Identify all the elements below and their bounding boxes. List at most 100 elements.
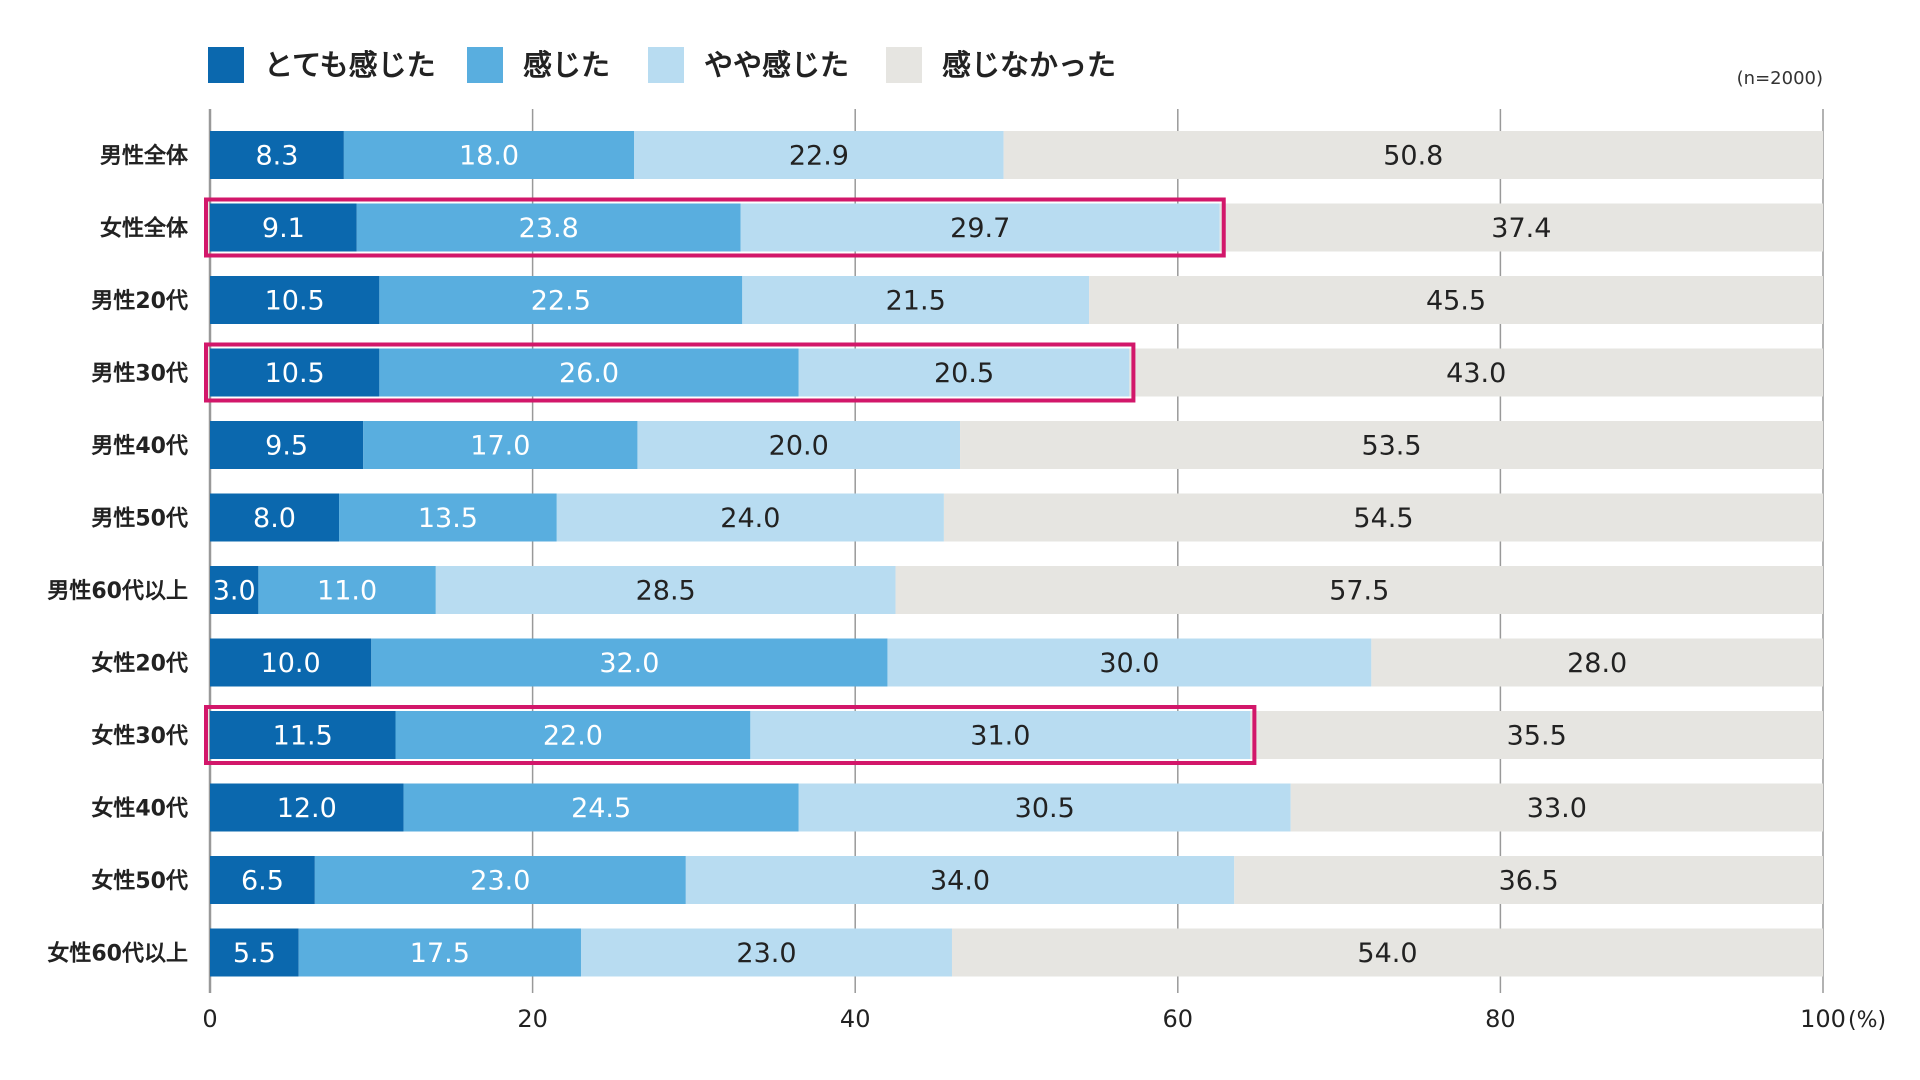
- value-label-2-2: 23.8: [519, 213, 579, 244]
- value-label-12-2: 17.5: [410, 938, 470, 969]
- value-label-9-3: 31.0: [970, 721, 1030, 752]
- value-label-3-4: 45.5: [1426, 286, 1486, 317]
- value-label-12-3: 23.0: [736, 938, 796, 969]
- value-label-2-4: 37.4: [1491, 213, 1551, 244]
- bar-row-8: 10.0 32.0 30.0 28.0: [210, 638, 1823, 687]
- value-label-9-2: 22.0: [543, 721, 603, 752]
- bar-row-2: 9.1 23.8 29.7 37.4: [210, 203, 1823, 252]
- bar-segment-9-4: [1250, 711, 1823, 759]
- x-tick-label-0: 0: [202, 1005, 217, 1033]
- bar-segment-5-3: [637, 421, 961, 469]
- value-label-10-1: 12.0: [277, 793, 337, 824]
- highlight-box-4: [204, 342, 1136, 403]
- bar-segment-11-2: [314, 856, 686, 904]
- x-axis: 0 20 40 60 80 100: [202, 1005, 1846, 1033]
- value-label-5-3: 20.0: [769, 431, 829, 462]
- value-label-11-4: 36.5: [1499, 866, 1559, 897]
- bar-row-11: 6.5 23.0 34.0 36.5: [210, 856, 1823, 904]
- value-label-6-2: 13.5: [418, 503, 478, 534]
- bar-row-4: 10.5 26.0 20.5 43.0: [210, 348, 1823, 397]
- legend-label-3: やや感じた: [704, 48, 849, 82]
- legend-swatch-4: [886, 47, 922, 83]
- legend-label-1: とても感じた: [264, 48, 436, 82]
- legend: とても感じた 感じた やや感じた 感じなかった: [208, 47, 1116, 83]
- bar-segment-8-2: [371, 638, 888, 687]
- value-label-11-1: 6.5: [241, 866, 284, 897]
- bar-segment-6-4: [943, 493, 1823, 542]
- x-tick-label-100: 100: [1800, 1005, 1846, 1033]
- bar-segment-2-1: [210, 203, 357, 252]
- legend-swatch-2: [467, 47, 503, 83]
- highlight-box-9: [204, 705, 1257, 765]
- bar-segment-5-1: [210, 421, 364, 469]
- value-label-4-1: 10.5: [265, 358, 325, 389]
- value-label-8-2: 32.0: [599, 648, 659, 679]
- value-label-11-2: 23.0: [470, 866, 530, 897]
- legend-swatch-3: [648, 47, 684, 83]
- legend-label-4: 感じなかった: [942, 48, 1116, 82]
- category-label-9: 女性30代: [91, 723, 188, 749]
- bar-segment-8-4: [1371, 638, 1823, 687]
- bar-segment-1-2: [343, 131, 635, 179]
- value-label-2-3: 29.7: [950, 213, 1010, 244]
- value-label-3-2: 22.5: [531, 286, 591, 317]
- value-label-4-2: 26.0: [559, 358, 619, 389]
- value-label-10-2: 24.5: [571, 793, 631, 824]
- value-label-7-2: 11.0: [317, 576, 377, 607]
- bars: 8.3 18.0 22.9 50.8 9.1 23.8 29.7 37.4 10.5 22.5 21…: [210, 131, 1823, 977]
- highlight-boxes: [204, 197, 1257, 765]
- bar-segment-4-2: [379, 348, 799, 397]
- value-label-6-3: 24.0: [720, 503, 780, 534]
- x-tick-label-60: 60: [1163, 1005, 1194, 1033]
- bar-row-10: 12.0 24.5 30.5 33.0: [210, 783, 1823, 832]
- value-label-8-1: 10.0: [261, 648, 321, 679]
- value-label-5-1: 9.5: [265, 431, 308, 462]
- bar-segment-2-4: [1219, 203, 1823, 252]
- category-label-6: 男性50代: [91, 507, 188, 532]
- value-label-8-4: 28.0: [1567, 648, 1627, 679]
- category-label-10: 女性40代: [91, 796, 188, 822]
- category-label-7: 男性60代以上: [47, 579, 188, 604]
- value-label-5-2: 17.0: [470, 431, 530, 462]
- bar-segment-4-4: [1129, 348, 1823, 397]
- bar-segment-6-3: [556, 493, 944, 542]
- bar-row-6: 8.0 13.5 24.0 54.5: [210, 493, 1823, 542]
- category-label-12: 女性60代以上: [47, 941, 188, 967]
- bar-segment-4-1: [210, 348, 380, 397]
- value-label-10-3: 30.5: [1015, 793, 1075, 824]
- bar-segment-3-1: [210, 276, 380, 324]
- bar-segment-7-4: [895, 566, 1823, 614]
- bar-segment-9-3: [750, 711, 1251, 759]
- value-label-3-1: 10.5: [265, 286, 325, 317]
- bar-segment-7-3: [435, 566, 896, 614]
- bar-segment-2-3: [740, 203, 1220, 252]
- value-label-8-3: 30.0: [1099, 648, 1159, 679]
- bar-segment-6-2: [339, 493, 557, 542]
- value-label-1-1: 8.3: [255, 141, 298, 172]
- bar-segment-6-1: [210, 493, 340, 542]
- category-label-4: 男性30代: [91, 362, 188, 387]
- bar-segment-8-1: [210, 638, 372, 687]
- bar-row-7: 3.0 11.0 28.5 57.5: [210, 566, 1823, 614]
- bar-row-3: 10.5 22.5 21.5 45.5: [210, 276, 1823, 324]
- bar-segment-3-3: [742, 276, 1090, 324]
- category-labels: 男性全体女性全体男性20代男性30代男性40代男性50代男性60代以上女性20代…: [47, 143, 189, 967]
- bar-segment-1-1: [210, 131, 344, 179]
- bar-row-1: 8.3 18.0 22.9 50.8: [210, 131, 1823, 179]
- bar-segment-12-2: [298, 928, 581, 977]
- category-label-8: 女性20代: [91, 651, 188, 677]
- bar-segment-4-3: [798, 348, 1130, 397]
- bar-row-5: 9.5 17.0 20.0 53.5: [210, 421, 1823, 469]
- value-label-7-4: 57.5: [1329, 576, 1389, 607]
- value-label-1-2: 18.0: [459, 141, 519, 172]
- bar-segment-10-3: [798, 783, 1291, 832]
- x-axis-unit-label: (%): [1848, 1008, 1886, 1033]
- bar-segment-11-4: [1234, 856, 1823, 904]
- bar-segment-12-4: [951, 928, 1823, 977]
- value-label-7-3: 28.5: [636, 576, 696, 607]
- bar-segment-1-3: [634, 131, 1004, 179]
- bar-segment-10-1: [210, 783, 404, 832]
- bar-segment-7-2: [258, 566, 436, 614]
- value-label-11-3: 34.0: [930, 866, 990, 897]
